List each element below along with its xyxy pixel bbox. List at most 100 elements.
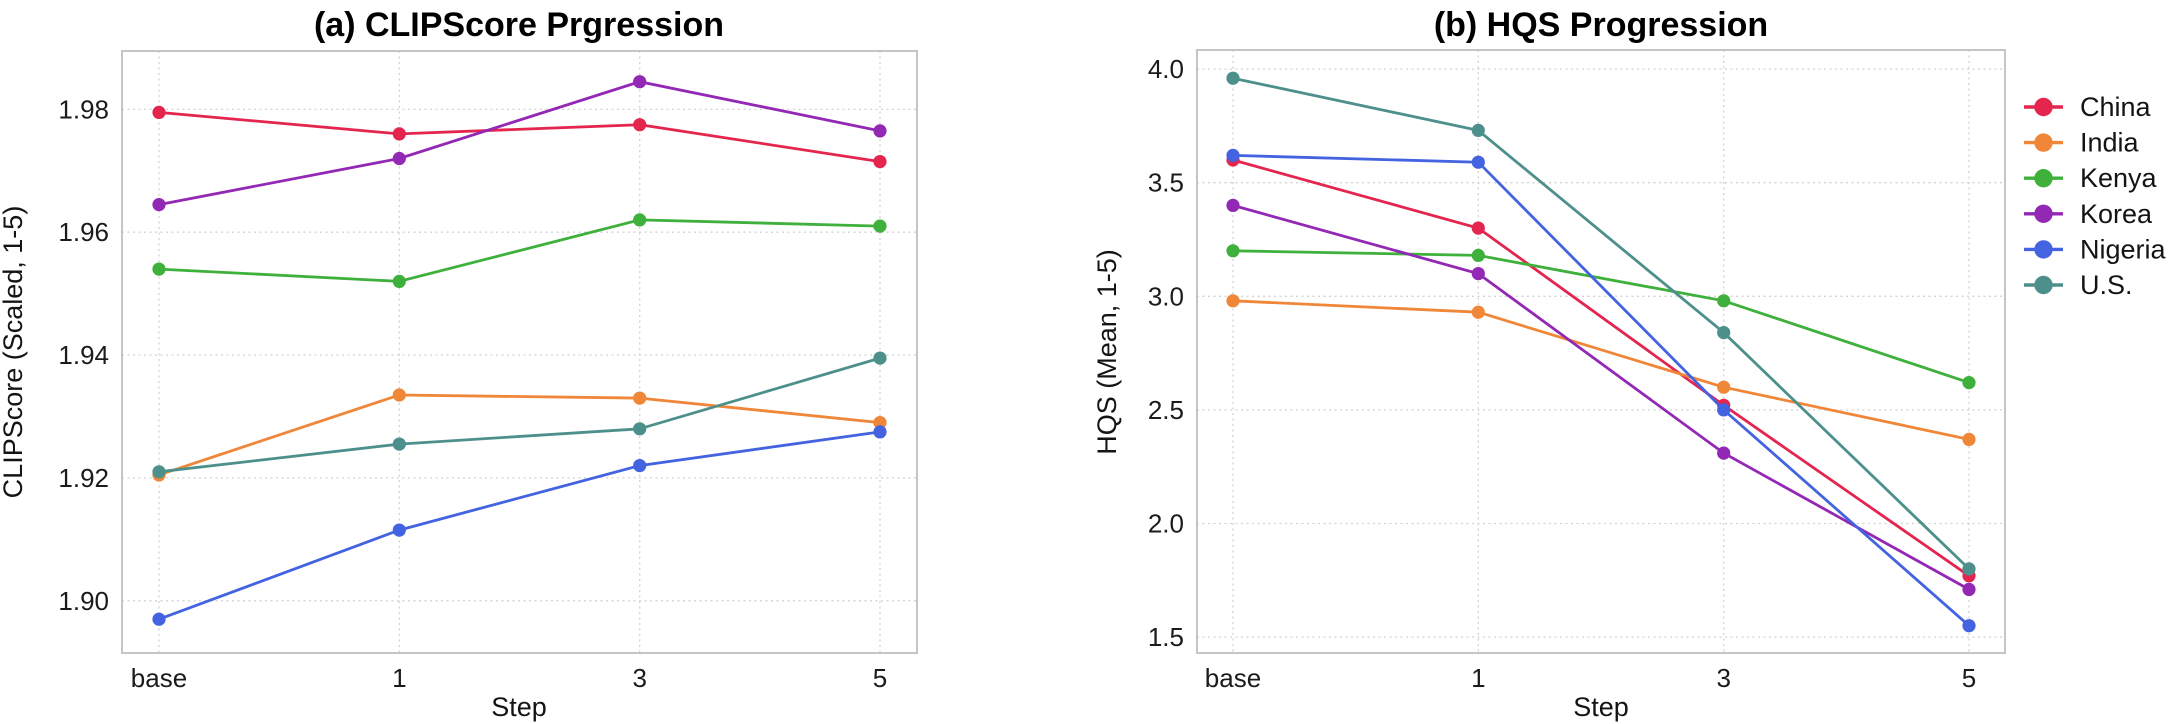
data-point-u-s xyxy=(1226,71,1240,85)
legend-marker-icon xyxy=(2034,169,2053,188)
y-tick-label: 2.5 xyxy=(1148,395,1184,425)
x-tick-label: 1 xyxy=(392,663,406,693)
data-point-china xyxy=(152,105,166,119)
y-tick-label: 4.0 xyxy=(1148,54,1184,84)
series-line-nigeria xyxy=(158,430,881,621)
chart-b-plot: 4.0 3.5 3.0 2.5 2.0 1.5 base 1 3 5 xyxy=(1148,49,2006,693)
x-tick-label: 3 xyxy=(632,663,646,693)
data-point-kenya xyxy=(1717,294,1731,308)
data-point-u-s xyxy=(633,422,647,436)
x-tick-label: 5 xyxy=(873,663,887,693)
y-tick-label: 3.5 xyxy=(1148,168,1184,198)
data-point-u-s xyxy=(1962,562,1976,576)
legend-marker-icon xyxy=(2034,204,2053,223)
data-point-kenya xyxy=(152,262,166,276)
legend-marker-icon xyxy=(2034,133,2053,152)
data-point-korea xyxy=(1471,267,1485,281)
legend: China India Kenya Korea Nigeria U.S. xyxy=(2024,92,2167,300)
data-point-nigeria xyxy=(1226,148,1240,162)
chart-a-x-axis-label: Step xyxy=(491,692,547,722)
data-point-india xyxy=(1717,380,1731,394)
series-line-china xyxy=(158,111,881,163)
legend-marker-icon xyxy=(2034,240,2053,259)
series-line-korea xyxy=(158,80,881,206)
y-tick-label: 2.0 xyxy=(1148,509,1184,539)
data-point-nigeria xyxy=(152,612,166,626)
data-point-u-s xyxy=(392,437,406,451)
data-point-india xyxy=(633,391,647,405)
series-line-kenya xyxy=(158,218,881,283)
legend-label-india: India xyxy=(2080,128,2140,158)
plot-border xyxy=(1196,49,2006,654)
chart-b-x-axis-label: Step xyxy=(1573,692,1629,722)
series-line-u-s xyxy=(158,356,881,474)
legend-label-nigeria: Nigeria xyxy=(2080,234,2167,264)
data-point-korea xyxy=(152,198,166,212)
x-tick-label: base xyxy=(1205,663,1261,693)
data-point-u-s xyxy=(873,351,887,365)
y-tick-label: 1.96 xyxy=(58,217,109,247)
y-tick-label: 3.0 xyxy=(1148,281,1184,311)
data-point-korea xyxy=(392,151,406,166)
y-tick-label: 1.92 xyxy=(58,463,109,493)
data-point-china xyxy=(633,118,647,132)
legend-label-u-s: U.S. xyxy=(2080,270,2133,300)
data-point-korea xyxy=(873,124,887,138)
series-line-u-s xyxy=(1232,76,1970,570)
data-point-kenya xyxy=(392,274,406,288)
data-point-kenya xyxy=(1962,376,1976,390)
data-point-u-s xyxy=(152,465,166,479)
data-point-nigeria xyxy=(392,523,406,537)
data-point-korea xyxy=(633,75,647,89)
data-point-india xyxy=(1471,305,1485,319)
series-line-india xyxy=(1232,299,1970,441)
data-point-u-s xyxy=(1471,123,1485,137)
legend-marker-icon xyxy=(2034,275,2053,295)
y-tick-label: 1.98 xyxy=(58,94,109,124)
chart-a-plot: 1.98 1.96 1.94 1.92 1.90 base 1 3 5 xyxy=(58,50,918,693)
data-point-china xyxy=(1471,221,1485,235)
y-tick-label: 1.94 xyxy=(58,340,109,370)
x-tick-label: 5 xyxy=(1962,663,1976,693)
data-point-kenya xyxy=(1471,248,1485,262)
data-point-nigeria xyxy=(633,459,647,473)
data-point-nigeria xyxy=(1962,619,1976,633)
x-tick-label: 3 xyxy=(1716,663,1730,693)
x-tick-label: 1 xyxy=(1471,663,1485,693)
data-point-india xyxy=(392,388,406,402)
data-point-korea xyxy=(1717,446,1731,460)
data-point-kenya xyxy=(633,213,647,227)
data-point-kenya xyxy=(1226,244,1240,258)
series-line-china xyxy=(1232,158,1970,577)
series-line-kenya xyxy=(1232,249,1970,384)
data-point-korea xyxy=(1226,198,1240,212)
data-point-china xyxy=(873,155,887,169)
data-point-u-s xyxy=(1717,326,1731,340)
chart-b-title: (b) HQS Progression xyxy=(1434,6,1768,44)
legend-label-kenya: Kenya xyxy=(2080,163,2158,193)
y-tick-label: 1.5 xyxy=(1148,622,1184,652)
data-point-china xyxy=(392,127,406,141)
data-point-korea xyxy=(1962,582,1976,597)
chart-a-y-axis-label: CLIPScore (Scaled, 1-5) xyxy=(0,206,28,499)
x-tick-label: base xyxy=(131,663,187,693)
series-line-india xyxy=(158,393,881,477)
legend-label-korea: Korea xyxy=(2080,199,2153,229)
data-point-nigeria xyxy=(1471,155,1485,169)
chart-a-title: (a) CLIPScore Prgression xyxy=(314,6,724,44)
data-point-nigeria xyxy=(1717,403,1731,417)
data-point-india xyxy=(1962,432,1976,446)
chart-b-y-axis-label: HQS (Mean, 1-5) xyxy=(1092,249,1122,455)
plot-border xyxy=(121,50,918,654)
data-point-india xyxy=(1226,294,1240,308)
data-point-india xyxy=(873,416,887,430)
legend-marker-icon xyxy=(2034,97,2053,117)
data-point-kenya xyxy=(873,219,887,233)
data-point-nigeria xyxy=(873,425,887,439)
legend-label-china: China xyxy=(2080,92,2152,122)
series-line-nigeria xyxy=(1232,154,1970,627)
y-tick-label: 1.90 xyxy=(58,586,109,616)
